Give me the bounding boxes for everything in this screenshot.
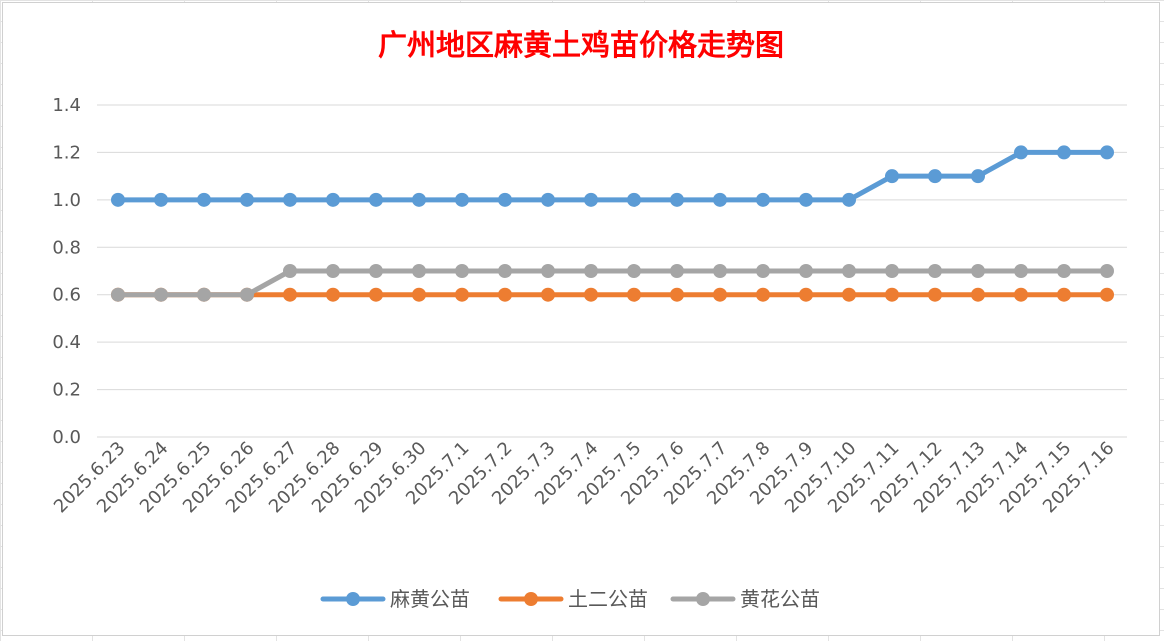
data-point bbox=[412, 287, 426, 302]
data-point bbox=[283, 192, 297, 207]
data-point bbox=[627, 264, 641, 278]
data-point bbox=[197, 192, 211, 207]
series-line bbox=[115, 149, 1110, 203]
data-point bbox=[756, 287, 770, 302]
data-point bbox=[928, 264, 942, 278]
data-point bbox=[1100, 287, 1114, 302]
data-point bbox=[670, 287, 684, 302]
data-point bbox=[928, 169, 942, 184]
data-point bbox=[498, 264, 512, 278]
data-point bbox=[713, 287, 727, 302]
chart-title: 广州地区麻黄土鸡苗价格走势图 bbox=[378, 28, 784, 62]
data-point bbox=[842, 264, 856, 278]
data-point bbox=[498, 287, 512, 302]
legend-item: 麻黄公苗 bbox=[320, 587, 470, 611]
data-point bbox=[455, 264, 469, 278]
data-point bbox=[541, 192, 555, 207]
y-tick-label: 1.2 bbox=[52, 142, 81, 163]
data-point bbox=[928, 287, 942, 302]
y-axis-ticks: 0.0 0.2 0.4 0.6 0.8 1.0 1.2 1.4 bbox=[52, 95, 81, 448]
data-point bbox=[756, 192, 770, 207]
data-point bbox=[1100, 145, 1114, 160]
legend-swatch-marker bbox=[346, 592, 360, 606]
data-point bbox=[670, 264, 684, 278]
series-1 bbox=[111, 287, 1114, 302]
data-point bbox=[1057, 145, 1071, 160]
data-point bbox=[283, 264, 297, 278]
data-point bbox=[971, 264, 985, 278]
data-point bbox=[584, 264, 598, 278]
data-point bbox=[240, 287, 254, 302]
data-point bbox=[111, 192, 125, 207]
data-point bbox=[799, 192, 813, 207]
x-axis-ticks: 2025.6.232025.6.242025.6.252025.6.262025… bbox=[50, 438, 1119, 518]
data-point bbox=[713, 264, 727, 278]
data-point bbox=[885, 264, 899, 278]
data-point bbox=[455, 287, 469, 302]
data-point bbox=[584, 287, 598, 302]
data-point bbox=[670, 192, 684, 207]
y-tick-label: 0.2 bbox=[52, 380, 81, 401]
y-tick-label: 0.6 bbox=[52, 285, 81, 306]
data-point bbox=[369, 287, 383, 302]
data-point bbox=[369, 264, 383, 278]
data-point bbox=[240, 192, 254, 207]
data-point bbox=[1014, 287, 1028, 302]
data-point bbox=[541, 264, 555, 278]
data-point bbox=[842, 287, 856, 302]
data-point bbox=[326, 287, 340, 302]
data-point bbox=[154, 287, 168, 302]
data-point bbox=[756, 264, 770, 278]
y-tick-label: 0.8 bbox=[52, 237, 81, 258]
series-0 bbox=[111, 145, 1114, 207]
data-point bbox=[412, 264, 426, 278]
data-point bbox=[197, 287, 211, 302]
data-point bbox=[541, 287, 555, 302]
data-point bbox=[326, 264, 340, 278]
y-tick-label: 1.0 bbox=[52, 190, 81, 211]
data-point bbox=[326, 192, 340, 207]
chart-svg: 广州地区麻黄土鸡苗价格走势图 0.00.20.40.60.81.01.21.4 … bbox=[50, 28, 1127, 611]
data-point bbox=[1014, 264, 1028, 278]
data-point bbox=[1057, 264, 1071, 278]
legend-label: 土二公苗 bbox=[568, 587, 648, 611]
data-point bbox=[498, 192, 512, 207]
series-line bbox=[115, 268, 1110, 298]
data-point bbox=[412, 192, 426, 207]
legend-item: 土二公苗 bbox=[498, 587, 648, 611]
data-point bbox=[842, 192, 856, 207]
data-point bbox=[455, 192, 469, 207]
y-tick-label: 0.0 bbox=[52, 427, 81, 448]
data-point bbox=[584, 192, 598, 207]
data-point bbox=[627, 192, 641, 207]
data-point bbox=[111, 287, 125, 302]
data-point bbox=[799, 264, 813, 278]
data-point bbox=[799, 287, 813, 302]
data-point bbox=[154, 192, 168, 207]
legend-label: 黄花公苗 bbox=[740, 587, 820, 611]
data-point bbox=[1014, 145, 1028, 160]
data-point bbox=[971, 287, 985, 302]
legend-swatch-marker bbox=[696, 592, 710, 606]
data-point bbox=[713, 192, 727, 207]
data-point bbox=[885, 287, 899, 302]
legend-item: 黄花公苗 bbox=[670, 587, 820, 611]
data-point bbox=[1057, 287, 1071, 302]
y-tick-label: 1.4 bbox=[52, 95, 81, 116]
legend: 麻黄公苗 土二公苗 黄花公苗 bbox=[320, 587, 820, 611]
y-tick-label: 0.4 bbox=[52, 332, 81, 353]
data-point bbox=[971, 169, 985, 184]
legend-label: 麻黄公苗 bbox=[390, 587, 470, 611]
data-point bbox=[283, 287, 297, 302]
series-2 bbox=[111, 264, 1114, 302]
data-point bbox=[1100, 264, 1114, 278]
series-layer bbox=[111, 145, 1114, 302]
data-point bbox=[627, 287, 641, 302]
data-point bbox=[369, 192, 383, 207]
data-point bbox=[885, 169, 899, 184]
legend-swatch-marker bbox=[524, 592, 538, 606]
